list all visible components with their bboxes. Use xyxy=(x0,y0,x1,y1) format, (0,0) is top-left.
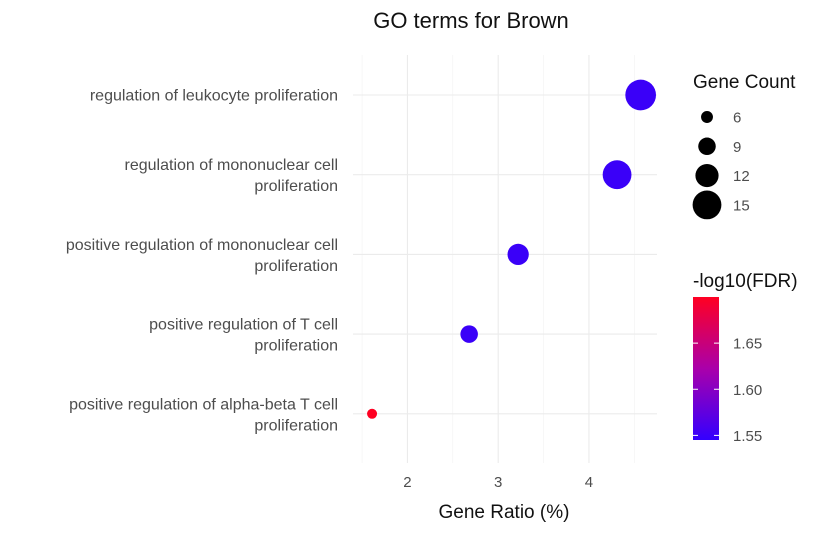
category-label: regulation of leukocyte proliferation xyxy=(90,88,338,105)
x-tick-label: 3 xyxy=(494,474,502,491)
x-tick-label: 4 xyxy=(585,474,593,491)
chart-title: GO terms for Brown xyxy=(373,8,569,33)
color-legend-label: 1.55 xyxy=(733,428,762,445)
category-label: proliferation xyxy=(254,258,338,275)
category-label: proliferation xyxy=(254,417,338,434)
grid-lines xyxy=(353,55,657,463)
size-legend-key xyxy=(692,190,722,220)
data-point xyxy=(602,160,632,190)
category-label: positive regulation of mononuclear cell xyxy=(66,237,338,254)
data-point xyxy=(460,325,478,343)
size-legend: Gene Count 6 9 12 15 xyxy=(692,72,796,220)
size-legend-label: 15 xyxy=(733,197,750,214)
plot-panel xyxy=(353,55,657,463)
size-legend-key xyxy=(698,137,716,156)
category-label: positive regulation of T cell xyxy=(149,317,338,334)
x-tick-labels: 2 3 4 xyxy=(403,474,593,491)
category-labels: regulation of leukocyte proliferation reg… xyxy=(66,88,338,435)
color-legend-label: 1.60 xyxy=(733,382,762,399)
category-label: proliferation xyxy=(254,178,338,195)
size-legend-key xyxy=(701,111,713,123)
category-label: regulation of mononuclear cell xyxy=(125,157,338,174)
data-point xyxy=(367,408,378,419)
size-legend-label: 6 xyxy=(733,110,741,127)
data-points xyxy=(367,79,657,419)
category-label: positive regulation of alpha-beta T cell xyxy=(69,396,338,413)
data-point xyxy=(625,79,657,111)
color-legend: -log10(FDR) 1.55 1.60 1.65 xyxy=(693,271,798,445)
color-bar xyxy=(693,297,719,440)
color-legend-title: -log10(FDR) xyxy=(693,271,798,292)
x-tick-label: 2 xyxy=(403,474,411,491)
size-legend-label: 9 xyxy=(733,139,741,156)
size-legend-label: 12 xyxy=(733,168,750,185)
size-legend-key xyxy=(695,164,719,188)
x-axis-title: Gene Ratio (%) xyxy=(439,502,570,523)
category-label: proliferation xyxy=(254,338,338,355)
size-legend-title: Gene Count xyxy=(693,72,796,93)
data-point xyxy=(507,243,529,266)
color-legend-label: 1.65 xyxy=(733,336,762,353)
